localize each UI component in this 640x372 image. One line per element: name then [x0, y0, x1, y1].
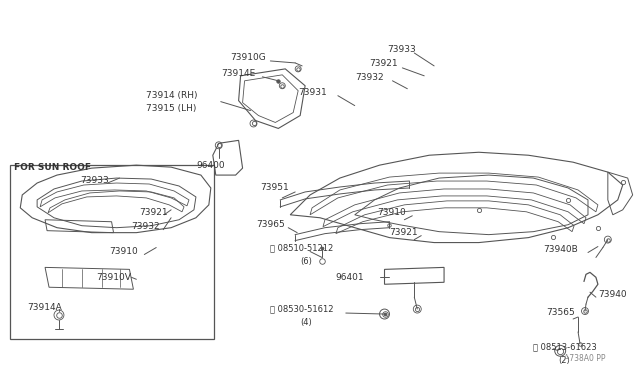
Text: 73910: 73910: [109, 247, 138, 256]
Text: 73910V: 73910V: [97, 273, 132, 282]
Text: 96401: 96401: [335, 273, 364, 282]
Text: Ⓢ 08510-51212: Ⓢ 08510-51212: [270, 243, 333, 252]
Text: 73951: 73951: [260, 183, 289, 192]
Text: 73940B: 73940B: [543, 245, 578, 254]
Text: 73914 (RH): 73914 (RH): [147, 91, 198, 100]
Text: 96400: 96400: [196, 161, 225, 170]
Text: 73910: 73910: [378, 208, 406, 217]
Text: 73932: 73932: [355, 73, 383, 82]
Text: 73933: 73933: [80, 176, 109, 185]
Text: 73921: 73921: [370, 60, 398, 68]
Text: Ⓢ 08530-51612: Ⓢ 08530-51612: [270, 305, 334, 314]
Text: 73915 (LH): 73915 (LH): [147, 104, 196, 113]
Text: (6): (6): [300, 257, 312, 266]
Text: 73932: 73932: [131, 222, 160, 231]
Text: 73914E: 73914E: [221, 69, 255, 78]
Text: (4): (4): [300, 318, 312, 327]
Text: 73965: 73965: [257, 220, 285, 229]
Text: (2): (2): [558, 356, 570, 365]
Text: 73933: 73933: [387, 45, 416, 54]
Text: FOR SUN ROOF: FOR SUN ROOF: [14, 163, 92, 171]
Text: 73910G: 73910G: [230, 54, 266, 62]
Text: A738A0 PP: A738A0 PP: [564, 354, 606, 363]
Text: 73921: 73921: [140, 208, 168, 217]
Text: 73940: 73940: [598, 290, 627, 299]
Text: 73565: 73565: [547, 308, 575, 317]
Text: Ⓢ 08513-61623: Ⓢ 08513-61623: [533, 342, 597, 351]
Text: 73931: 73931: [298, 88, 327, 97]
Text: 73921: 73921: [390, 228, 418, 237]
Text: 73914A: 73914A: [28, 302, 62, 312]
